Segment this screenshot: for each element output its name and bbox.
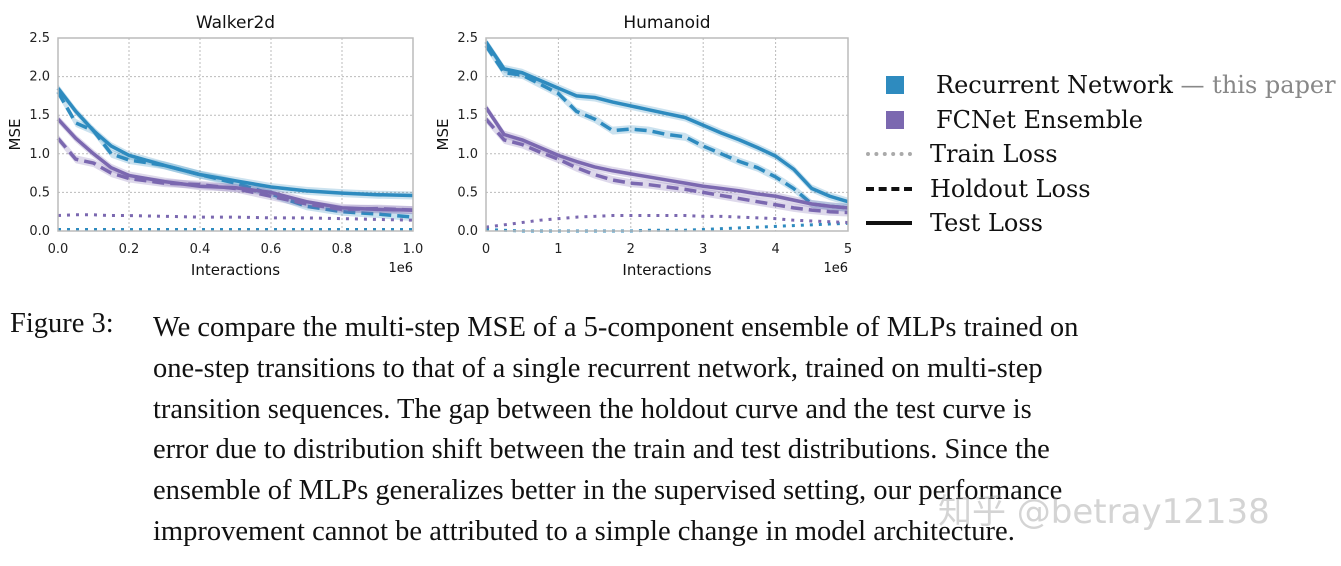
caption-line: ensemble of MLPs generalizes better in t…	[153, 475, 1063, 507]
y-tick-label: 0.0	[457, 224, 478, 239]
series-line-recurrent-network-test-loss	[484, 40, 849, 204]
x-multiplier-label: 1e6	[823, 261, 848, 276]
y-tick-label: 0.0	[29, 224, 50, 239]
legend-label-recurrent: Recurrent Network	[936, 71, 1173, 100]
chart-humanoid: 0 1 2 3 4 5 0.0 0.5 1.0 1.5 2.0 2.5 Humanoid Interact…	[434, 13, 852, 279]
legend-item-fcnet: FCNet Ensemble	[866, 103, 1336, 138]
legend-item-recurrent: Recurrent Network — this paper	[866, 68, 1336, 103]
caption-line: transition sequences. The gap between th…	[153, 393, 1032, 425]
x-tick-label: 5	[844, 242, 852, 257]
y-tick-label: 2.5	[29, 31, 50, 46]
y-tick-label: 1.5	[457, 108, 478, 123]
x-tick-label: 0.8	[332, 242, 353, 257]
recurrent-swatch	[886, 76, 904, 95]
x-axis-label: Interactions	[191, 261, 280, 279]
y-axis-label: MSE	[6, 119, 24, 151]
confidence-band	[486, 115, 848, 217]
x-tick-label: 0.2	[119, 242, 140, 257]
legend-item-train: Train Loss	[866, 137, 1336, 172]
y-tick-label: 1.5	[29, 108, 50, 123]
series-line-recurrent-network-train-loss	[485, 221, 849, 233]
y-tick-label: 2.5	[457, 31, 478, 46]
fcnet-swatch	[886, 110, 904, 129]
caption-line: improvement cannot be attributed to a si…	[153, 516, 1015, 547]
chart-walker2d: 0.0 0.2 0.4 0.6 0.8 1.0 0.0 0.5 1.0 1.5 2.0 2.5 Walk…	[6, 13, 423, 279]
confidence-band	[58, 134, 413, 215]
confidence-band	[58, 115, 413, 215]
plot-frame	[57, 37, 414, 232]
dashed-line-swatch	[866, 186, 912, 191]
caption-label: Figure 3:	[10, 308, 114, 339]
y-axis-label: MSE	[434, 119, 452, 151]
x-multiplier-label: 1e6	[388, 261, 413, 276]
x-tick-label: 0	[482, 242, 490, 257]
series-line-fcnet-ensemble-train-loss	[485, 214, 849, 229]
legend-label-test: Test Loss	[930, 209, 1043, 238]
y-tick-label: 1.0	[29, 147, 50, 162]
chart-title: Walker2d	[196, 13, 275, 33]
legend-note: — this paper	[1180, 71, 1336, 100]
solid-line-swatch	[866, 221, 912, 226]
x-tick-label: 4	[771, 242, 779, 257]
legend-label-fcnet: FCNet Ensemble	[936, 105, 1143, 134]
x-axis-label: Interactions	[622, 261, 711, 279]
caption-line: one-step transitions to that of a single…	[153, 352, 1043, 384]
x-tick-label: 2	[627, 242, 635, 257]
legend-label-train: Train Loss	[930, 140, 1058, 169]
legend-item-test: Test Loss	[866, 206, 1336, 241]
y-tick-label: 2.0	[457, 70, 478, 85]
series-line-fcnet-ensemble-holdout-loss	[484, 117, 849, 215]
figure-charts: 0.0 0.2 0.4 0.6 0.8 1.0 0.0 0.5 1.0 1.5 2.0 2.5 Walk…	[6, 13, 852, 279]
series-line-recurrent-network-holdout-loss	[56, 91, 414, 219]
x-tick-label: 1	[554, 242, 562, 257]
confidence-band	[486, 103, 848, 212]
y-tick-label: 2.0	[29, 70, 50, 85]
legend-label-holdout: Holdout Loss	[930, 174, 1091, 203]
dotted-line-swatch	[866, 152, 912, 157]
x-tick-label: 3	[699, 242, 707, 257]
x-tick-label: 0.4	[190, 242, 211, 257]
y-tick-label: 0.5	[457, 185, 478, 200]
x-tick-label: 1.0	[403, 242, 424, 257]
legend-item-holdout: Holdout Loss	[866, 172, 1336, 207]
confidence-band	[58, 88, 413, 222]
caption-line: We compare the multi-step MSE of a 5-com…	[153, 312, 1079, 343]
x-tick-label: 0.0	[48, 242, 69, 257]
plot-frame	[485, 37, 849, 232]
y-tick-label: 0.5	[29, 185, 50, 200]
series-line-fcnet-ensemble-holdout-loss	[56, 137, 414, 212]
series-line-fcnet-ensemble-test-loss	[484, 106, 849, 210]
legend: Recurrent Network — this paper FCNet Ens…	[866, 68, 1336, 241]
x-tick-label: 0.6	[261, 242, 282, 257]
caption-line: error due to distribution shift between …	[153, 434, 1050, 466]
chart-title: Humanoid	[623, 13, 710, 33]
series-line-recurrent-network-holdout-loss	[484, 44, 849, 210]
y-tick-label: 1.0	[457, 147, 478, 162]
